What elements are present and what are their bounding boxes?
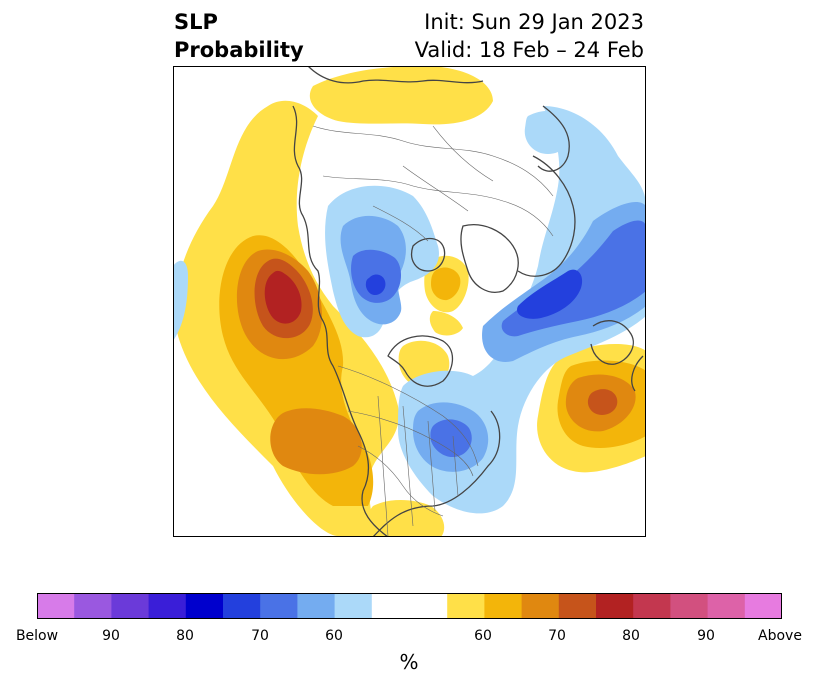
valid-range-label: Valid: 18 Feb – 24 Feb: [414, 38, 644, 62]
colorbar-cell: [185, 593, 224, 619]
title-dates: Init: Sun 29 Jan 2023 Valid: 18 Feb – 24…: [415, 8, 644, 64]
borders: [312, 125, 554, 537]
colorbar-tick-label: 90: [697, 628, 715, 644]
colorbar-tick-label: Below: [15, 628, 59, 644]
colorbar-tick-label: Above: [758, 628, 802, 644]
colorbar-cell: [37, 593, 75, 619]
title-variable: SLP Probability: [174, 8, 304, 64]
title-variable-line2: Probability: [174, 38, 304, 62]
below-70-east: [430, 220, 646, 458]
below-75-canada: [365, 274, 386, 295]
colorbar-tick-label: 90: [102, 628, 120, 644]
colorbar-cell: [484, 593, 523, 619]
colorbar-cell: [447, 593, 485, 619]
colorbar-tick-label: 70: [548, 628, 566, 644]
below-60-west-edge: [173, 260, 188, 341]
colorbar-cell: [371, 593, 448, 619]
colorbar-unit-label: %: [399, 650, 419, 674]
colorbar: [37, 593, 782, 619]
colorbar-tick-label: 60: [474, 628, 492, 644]
colorbar-cell: [707, 593, 746, 619]
colorbar-cell: [334, 593, 373, 619]
colorbar-cell: [521, 593, 560, 619]
colorbar-cell: [74, 593, 112, 619]
title-variable-line1: SLP: [174, 10, 218, 34]
colorbar-cell: [260, 593, 298, 619]
colorbar-cell: [596, 593, 634, 619]
colorbar-cell: [297, 593, 336, 619]
map-frame: [173, 66, 646, 537]
below-75-east: [517, 269, 583, 319]
above-75-atlantic: [587, 389, 618, 415]
colorbar-cell: [223, 593, 261, 619]
colorbar-tick-label: 70: [251, 628, 269, 644]
colorbar-tick-label: 80: [622, 628, 640, 644]
above-65-greenland: [431, 267, 461, 301]
colorbar-tick-label: 60: [325, 628, 343, 644]
colorbar-tick-label: 80: [176, 628, 194, 644]
probability-map: [173, 66, 646, 537]
above-80-west: [264, 270, 302, 324]
colorbar-cell: [148, 593, 187, 619]
coastlines: [292, 66, 644, 537]
colorbar-cell: [111, 593, 150, 619]
colorbar-cell: [633, 593, 671, 619]
colorbar-cell: [670, 593, 709, 619]
below-60-sea: [524, 110, 574, 154]
colorbar-cell: [558, 593, 597, 619]
init-date-label: Init: Sun 29 Jan 2023: [424, 10, 644, 34]
colorbar-frame: [37, 593, 782, 619]
colorbar-cell: [744, 593, 782, 619]
